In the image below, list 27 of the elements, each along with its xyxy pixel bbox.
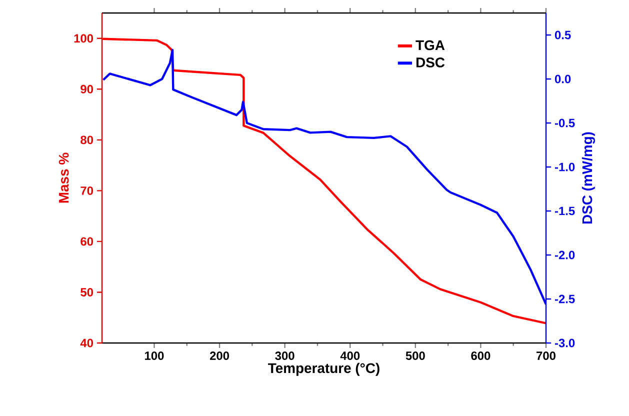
x-tick-label: 200 [210,352,230,360]
y2-tick-label: -3.0 [554,338,575,348]
y-tick-label: 40 [80,338,94,348]
x-tick-label: 500 [406,352,425,360]
x-tick-label: 400 [340,352,360,360]
y-tick-label: 70 [80,186,94,195]
x-tick-label: 600 [471,352,490,360]
y2-tick-label: -2.5 [554,294,575,304]
x-tick-label: 700 [536,352,556,360]
y2-tick-label: 0.0 [554,74,571,84]
y-tick-label: 60 [80,237,94,246]
y2-axis-title: DSC (mW/mg) [582,132,596,224]
legend-label: TGA [416,40,445,50]
y-axis-title: Mass % [58,152,69,203]
x-tick-label: 100 [145,352,164,360]
y2-tick-label: -1.5 [554,206,575,216]
y-tick-label: 50 [80,288,94,296]
y2-tick-label: -0.5 [554,118,575,128]
y-tick-label: 100 [74,34,94,43]
y2-tick-label: 0.5 [554,30,571,40]
y-tick-label: 90 [80,84,94,94]
y2-tick-label: -1.0 [554,162,575,172]
y2-tick-label: -2.0 [554,250,575,260]
x-tick-label: 300 [275,352,294,360]
x-axis-title: Temperature (°C) [268,362,380,376]
legend-label: DSC [416,57,445,68]
y-tick-label: 80 [80,136,94,144]
